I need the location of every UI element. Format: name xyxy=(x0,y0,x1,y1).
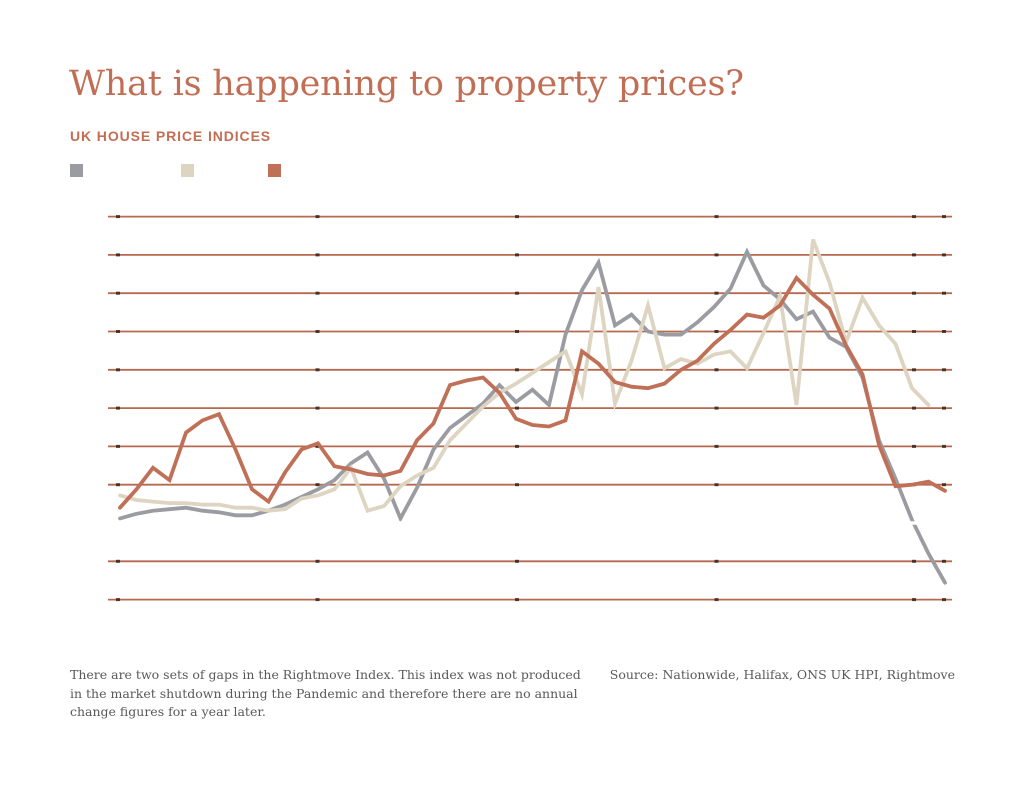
source-text: Source: Nationwide, Halifax, ONS UK HPI,… xyxy=(609,667,955,682)
axis-tick xyxy=(714,253,719,257)
footnote-line-1: There are two sets of gaps in the Rightm… xyxy=(70,667,581,682)
page-title: What is happening to property prices? xyxy=(69,64,744,104)
axis-tick xyxy=(116,368,120,372)
axis-tick xyxy=(515,406,519,410)
axis-tick xyxy=(942,483,946,487)
axis-tick xyxy=(315,598,320,602)
series-terracotta-line xyxy=(118,274,947,510)
axis-tick xyxy=(315,483,320,487)
axis-tick xyxy=(942,291,946,295)
axis-tick xyxy=(515,444,519,448)
axis-tick xyxy=(912,598,916,602)
series-cream-line xyxy=(118,238,931,513)
axis-tick xyxy=(714,483,719,487)
axis-tick xyxy=(315,368,320,372)
axis-tick xyxy=(942,598,946,602)
axis-tick xyxy=(116,483,120,487)
legend-swatch-cream xyxy=(181,164,194,177)
chart-footnote: There are two sets of gaps in the Rightm… xyxy=(70,666,581,722)
axis-tick xyxy=(714,444,719,448)
axis-tick xyxy=(515,559,519,563)
axis-tick xyxy=(912,368,916,372)
axis-tick xyxy=(714,330,719,333)
axis-tick xyxy=(942,253,946,257)
axis-tick xyxy=(315,444,320,448)
axis-tick xyxy=(116,291,120,295)
axis-tick xyxy=(912,330,916,333)
axis-tick xyxy=(714,368,719,372)
axis-tick xyxy=(515,291,519,295)
axis-tick xyxy=(942,444,946,448)
axis-tick xyxy=(515,598,519,602)
axis-tick xyxy=(714,406,719,410)
axis-tick xyxy=(912,215,916,219)
chart-subtitle: UK HOUSE PRICE INDICES xyxy=(70,128,272,144)
axis-tick xyxy=(912,559,916,563)
axis-tick xyxy=(912,291,916,295)
axis-tick xyxy=(315,291,320,295)
axis-tick xyxy=(315,406,320,410)
axis-tick xyxy=(116,444,120,448)
axis-tick xyxy=(942,368,946,372)
axis-tick xyxy=(515,483,519,487)
axis-tick xyxy=(315,559,320,563)
axis-tick xyxy=(515,330,519,333)
axis-tick xyxy=(912,406,916,410)
axis-tick xyxy=(912,444,916,448)
axis-tick xyxy=(515,368,519,372)
legend-swatch-terracotta xyxy=(268,164,281,177)
axis-tick xyxy=(116,330,120,333)
axis-tick xyxy=(315,215,320,219)
axis-tick xyxy=(912,253,916,257)
axis-tick xyxy=(942,330,946,333)
footnote-line-2: in the market shutdown during the Pandem… xyxy=(70,685,578,701)
axis-tick xyxy=(714,559,719,563)
footnote-line-3: change figures for a year later. xyxy=(70,704,266,719)
axis-tick xyxy=(714,598,719,602)
axis-tick xyxy=(116,559,120,563)
axis-tick xyxy=(116,598,120,602)
axis-tick xyxy=(714,291,719,295)
axis-tick xyxy=(116,253,120,257)
axis-tick xyxy=(942,215,946,219)
axis-tick xyxy=(942,559,946,563)
axis-tick xyxy=(315,253,320,257)
legend-swatch-grey xyxy=(70,164,83,177)
axis-tick xyxy=(116,406,120,410)
axis-tick xyxy=(942,406,946,410)
axis-tick xyxy=(714,215,719,219)
axis-tick xyxy=(515,253,519,257)
axis-tick xyxy=(515,215,519,219)
axis-tick xyxy=(116,215,120,219)
axis-tick xyxy=(315,330,320,333)
series-grey-line xyxy=(118,247,947,585)
